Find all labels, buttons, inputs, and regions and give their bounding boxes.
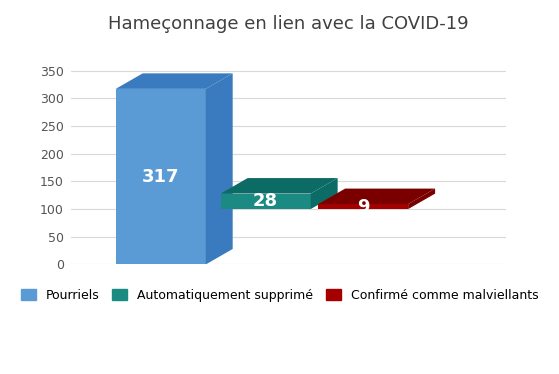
Polygon shape bbox=[221, 194, 311, 209]
Polygon shape bbox=[318, 188, 435, 204]
Polygon shape bbox=[206, 73, 233, 264]
Polygon shape bbox=[116, 89, 206, 264]
Text: 317: 317 bbox=[142, 168, 179, 186]
Title: Hameçonnage en lien avec la COVID-19: Hameçonnage en lien avec la COVID-19 bbox=[108, 15, 468, 33]
Polygon shape bbox=[408, 188, 435, 209]
Legend: Pourriels, Automatiquement supprimé, Confirmé comme malviellants: Pourriels, Automatiquement supprimé, Con… bbox=[16, 284, 543, 307]
Polygon shape bbox=[311, 178, 338, 209]
Text: 28: 28 bbox=[253, 192, 278, 210]
Polygon shape bbox=[221, 178, 338, 194]
Text: 9: 9 bbox=[357, 197, 369, 215]
Polygon shape bbox=[318, 204, 408, 209]
Polygon shape bbox=[116, 73, 233, 89]
